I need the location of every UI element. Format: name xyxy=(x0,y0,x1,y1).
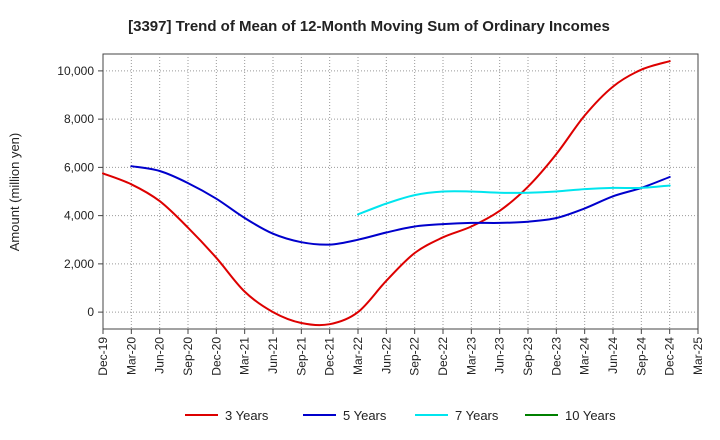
x-tick-label: Sep-23 xyxy=(521,337,535,376)
y-tick-label: 10,000 xyxy=(57,64,94,78)
legend-label-5-years: 5 Years xyxy=(343,408,387,423)
series-line-3-years xyxy=(102,60,671,327)
x-tick-label: Dec-23 xyxy=(549,337,563,376)
x-tick-label: Sep-21 xyxy=(294,337,308,376)
x-tick-label: Sep-24 xyxy=(634,337,648,376)
y-tick-label: 6,000 xyxy=(64,160,94,174)
y-axis-label: Amount (million yen) xyxy=(7,133,22,252)
x-tick-label: Jun-20 xyxy=(153,337,167,374)
x-tick-label: Mar-25 xyxy=(691,337,705,375)
y-tick-label: 8,000 xyxy=(64,112,94,126)
x-tick-label: Jun-24 xyxy=(606,337,620,374)
x-tick-label: Dec-22 xyxy=(436,337,450,376)
x-tick-label: Mar-21 xyxy=(238,337,252,375)
x-tick-label: Jun-22 xyxy=(379,337,393,374)
series-line-5-years xyxy=(130,165,671,246)
x-tick-label: Dec-19 xyxy=(96,337,110,376)
chart-title: [3397] Trend of Mean of 12-Month Moving … xyxy=(128,18,610,35)
x-tick-label: Dec-24 xyxy=(663,337,677,376)
plot-area xyxy=(102,53,699,330)
legend-label-7-years: 7 Years xyxy=(455,408,499,423)
x-tick-label: Mar-20 xyxy=(124,337,138,375)
y-tick-label: 2,000 xyxy=(64,257,94,271)
series-lines xyxy=(102,60,671,327)
x-tick-label: Jun-21 xyxy=(266,337,280,374)
y-tick-label: 4,000 xyxy=(64,209,94,223)
x-tick-label: Dec-20 xyxy=(209,337,223,376)
x-tick-label: Jun-23 xyxy=(493,337,507,374)
x-tick-label: Dec-21 xyxy=(323,337,337,376)
x-tick-label: Mar-22 xyxy=(351,337,365,375)
x-tick-label: Sep-20 xyxy=(181,337,195,376)
legend-label-10-years: 10 Years xyxy=(565,408,616,423)
legend-label-3-years: 3 Years xyxy=(225,408,269,423)
x-tick-label: Sep-22 xyxy=(408,337,422,376)
x-tick-label: Mar-24 xyxy=(578,337,592,375)
grid xyxy=(103,54,698,329)
y-tick-label: 0 xyxy=(87,305,94,319)
ticks: 0 2,000 4,000 6,000 8,000 10,000 Dec-19 Mar-20 J… xyxy=(57,64,705,376)
legend: 3 Years 5 Years 7 Years 10 Years xyxy=(185,408,616,423)
series-line-7-years xyxy=(357,184,671,216)
x-tick-label: Mar-23 xyxy=(464,337,478,375)
